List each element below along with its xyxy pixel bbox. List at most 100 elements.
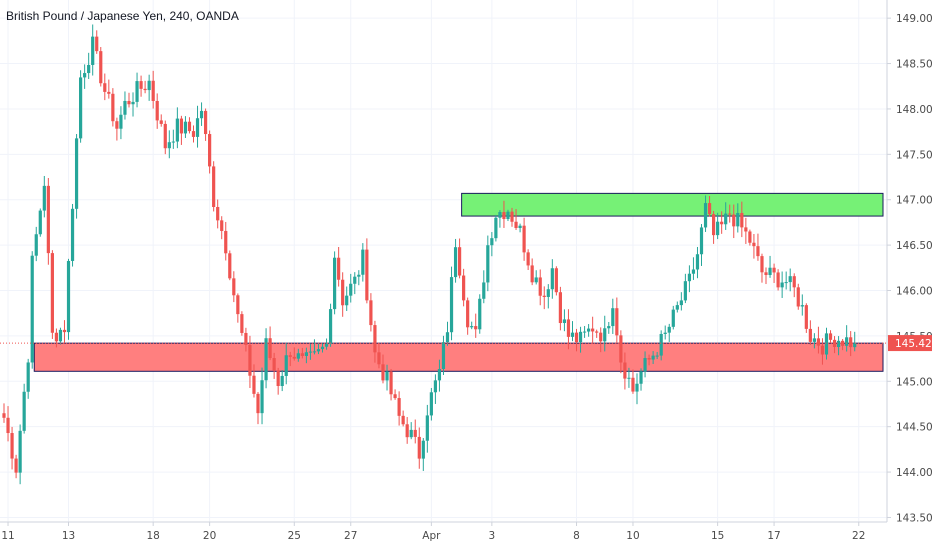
candle-body (381, 364, 385, 381)
candle-body (389, 371, 393, 395)
candle-body (14, 458, 18, 473)
support-zone[interactable] (33, 342, 884, 372)
candle-body (457, 247, 462, 276)
candle-body (530, 265, 534, 283)
candle-body (143, 88, 147, 91)
candle-body (828, 333, 833, 340)
candle-body (421, 440, 425, 459)
chart-title: British Pound / Japanese Yen, 240, OANDA (6, 9, 239, 23)
candle-body (276, 370, 280, 386)
candle-body (38, 210, 42, 235)
y-tick-label: 143.500 (896, 512, 932, 524)
candle-body (393, 394, 397, 399)
candle-body (522, 225, 526, 253)
candle-body (639, 371, 643, 384)
candle-body (405, 424, 409, 438)
candle-body (510, 211, 514, 222)
candle-body (453, 247, 458, 278)
candle-body (675, 305, 679, 310)
candle-body (462, 275, 466, 301)
candle-body (183, 121, 188, 134)
candle-body (752, 242, 756, 247)
candle-body (845, 337, 849, 346)
candle-body (248, 344, 252, 376)
candle-body (308, 351, 313, 353)
candle-body (772, 267, 776, 273)
candle-body (203, 110, 208, 135)
candle-body (683, 281, 687, 301)
candle-body (159, 120, 163, 124)
candle-body (147, 80, 151, 91)
candle-body (199, 110, 204, 119)
candle-body (30, 255, 34, 363)
candle-body (756, 246, 760, 257)
candle-body (324, 343, 329, 347)
candle-body (699, 227, 704, 255)
candle-body (764, 272, 768, 275)
candle-body (139, 81, 143, 89)
candle-body (236, 295, 240, 315)
candle-body (99, 51, 103, 84)
candle-body (631, 377, 635, 392)
x-tick-label: 13 (62, 530, 75, 542)
candle-body (651, 355, 655, 360)
candle-body (195, 118, 200, 137)
candle-body (582, 331, 587, 333)
candle-body (804, 305, 808, 329)
candle-body (22, 391, 26, 431)
candle-body (728, 213, 732, 215)
candle-body (127, 100, 131, 105)
candle-body (853, 343, 857, 348)
candle-body (760, 256, 764, 273)
candle-body (780, 282, 784, 288)
candle-body (252, 375, 256, 394)
candle-body (365, 249, 369, 301)
price-axis[interactable] (887, 0, 932, 550)
candle-body (526, 252, 530, 266)
candle-body (474, 326, 478, 330)
x-tick-label: 11 (1, 530, 14, 542)
candle-body (518, 225, 522, 229)
candle-body (74, 138, 79, 209)
candle-body (824, 333, 829, 355)
candle-body (58, 329, 63, 342)
candle-body (66, 260, 71, 333)
candle-body (216, 206, 220, 221)
candle-body (107, 91, 111, 94)
candle-body (341, 279, 345, 306)
candle-body (498, 212, 502, 218)
candle-body (574, 332, 579, 343)
candle-body (836, 340, 841, 347)
candle-body (788, 276, 792, 283)
candle-body (736, 212, 740, 227)
candle-body (712, 214, 716, 236)
candle-body (800, 305, 804, 307)
candle-body (268, 338, 272, 359)
x-tick-label: 15 (711, 530, 724, 542)
time-axis[interactable] (0, 522, 887, 550)
x-tick-label: 20 (203, 530, 216, 542)
candle-body (659, 333, 663, 356)
y-tick-label: 147.500 (896, 149, 932, 161)
candle-body (429, 392, 433, 416)
resistance-zone[interactable] (461, 192, 884, 217)
candle-body (316, 349, 321, 352)
candle-body (566, 319, 571, 337)
x-tick-label: 25 (288, 530, 301, 542)
y-tick-label: 146.000 (896, 286, 932, 298)
candle-body (546, 289, 550, 297)
candle-body (486, 245, 490, 283)
x-tick-label: 18 (146, 530, 159, 542)
candle-body (328, 309, 333, 344)
candle-body (232, 278, 236, 296)
x-tick-label: Apr (422, 530, 441, 542)
candle-body (337, 257, 341, 280)
candle-body (732, 214, 736, 227)
candle-body (792, 276, 796, 288)
candle-body (135, 81, 139, 102)
candle-body (123, 100, 127, 115)
candle-body (796, 287, 800, 307)
candle-body (587, 328, 591, 332)
